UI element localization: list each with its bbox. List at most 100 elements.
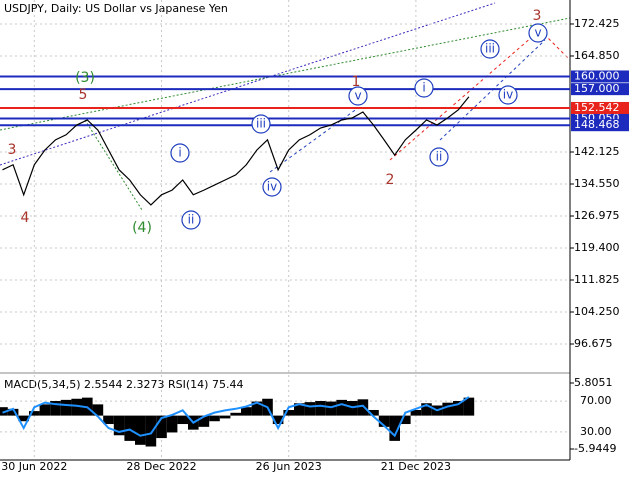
- wave-label: 1: [352, 74, 361, 90]
- macd-bar: [347, 401, 358, 416]
- macd-tick-label: 5.8051: [574, 376, 613, 389]
- wave-label: 3: [533, 8, 542, 24]
- macd-bar: [29, 411, 40, 416]
- macd-bar: [92, 404, 104, 416]
- macd-bar: [283, 409, 294, 416]
- chart-title: USDJPY, Daily: US Dollar vs Japanese Yen: [4, 2, 228, 15]
- macd-bar: [241, 407, 252, 416]
- macd-bar: [378, 415, 390, 427]
- rsi-tick-label: 30.00: [580, 425, 612, 438]
- macd-bar: [198, 415, 210, 427]
- wave-label: iv: [267, 180, 277, 194]
- macd-bar: [357, 399, 369, 416]
- wave-label: 4: [21, 210, 30, 226]
- rsi-tick-label: 70.00: [580, 394, 612, 407]
- macd-bar: [145, 415, 157, 447]
- wave-label: iv: [503, 88, 513, 102]
- wave-label: (3): [75, 70, 95, 86]
- level-label-box: [571, 119, 629, 132]
- macd-bar: [209, 415, 220, 422]
- wave-circle: [480, 39, 500, 59]
- x-tick-label: 21 Dec 2023: [381, 460, 451, 473]
- wave-circle: [251, 114, 271, 134]
- macd-bar: [251, 401, 263, 416]
- level-label: 152.542: [574, 101, 620, 114]
- macd-bar: [156, 415, 167, 439]
- indicator-title: MACD(5,34,5) 2.5544 2.3273 RSI(14) 75.44: [4, 378, 243, 391]
- x-tick-label: 30 Jun 2022: [1, 460, 67, 473]
- macd-bar: [336, 399, 347, 416]
- macd-bar: [304, 402, 316, 416]
- macd-bar: [166, 415, 178, 433]
- price-line: [2, 96, 470, 206]
- y-tick-label: 164.850: [574, 49, 620, 62]
- macd-bar: [230, 412, 241, 416]
- level-label-box: [571, 101, 629, 114]
- macd-bar: [315, 401, 326, 416]
- macd-bar: [135, 415, 146, 445]
- y-tick-label: 111.825: [574, 273, 620, 286]
- plot-background: [0, 0, 570, 460]
- y-tick-label: 126.975: [574, 209, 620, 222]
- level-label-box: [571, 70, 629, 83]
- macd-bar: [389, 415, 400, 441]
- y-tick-label: 142.125: [574, 145, 620, 158]
- wave-circle: [414, 78, 434, 98]
- wave-label: i: [422, 81, 425, 95]
- macd-bar: [410, 409, 422, 416]
- level-label: 157.000: [574, 82, 620, 95]
- y-tick-label: 104.250: [574, 305, 620, 318]
- level-label: 148.468: [574, 118, 620, 131]
- macd-bar: [113, 415, 125, 436]
- macd-bar: [442, 402, 453, 416]
- wave-label: iii: [485, 42, 495, 56]
- macd-tick-label: -5.9449: [574, 442, 616, 455]
- wave-label: 2: [386, 172, 395, 188]
- trend-line: [84, 119, 143, 211]
- macd-bar: [71, 398, 82, 416]
- macd-bar: [272, 415, 284, 425]
- macd-bar: [463, 397, 475, 416]
- macd-bar: [103, 415, 114, 425]
- macd-bar: [453, 401, 464, 416]
- y-tick-label: 96.675: [574, 337, 613, 350]
- wave-circle: [170, 143, 190, 163]
- macd-bar: [50, 401, 61, 416]
- wave-circle: [498, 85, 518, 105]
- macd-bar: [368, 409, 379, 416]
- macd-bar: [177, 415, 188, 425]
- macd-bar: [124, 415, 135, 441]
- wave-label: v: [534, 26, 541, 40]
- macd-bar: [60, 399, 72, 416]
- macd-bar: [219, 415, 231, 419]
- wave-label: (4): [132, 220, 152, 236]
- wave-label: ii: [188, 213, 195, 227]
- wave-circle: [429, 147, 449, 167]
- wave-circle: [528, 23, 548, 43]
- trend-line: [0, 2, 496, 166]
- wave-label: ii: [436, 150, 443, 164]
- x-tick-label: 28 Dec 2022: [126, 460, 196, 473]
- level-label: 160.000: [574, 69, 620, 82]
- level-label-box: [571, 83, 629, 96]
- trend-line: [0, 17, 571, 131]
- wave-label: i: [178, 146, 181, 160]
- rsi-line: [2, 396, 470, 438]
- y-tick-label: 119.400: [574, 241, 620, 254]
- wave-circle: [262, 177, 282, 197]
- macd-bar: [7, 408, 19, 416]
- macd-bar: [400, 415, 411, 425]
- wave-circle: [348, 86, 368, 106]
- wave-circle: [181, 210, 201, 230]
- macd-bar: [294, 403, 305, 416]
- macd-bar: [39, 404, 51, 416]
- y-tick-label: 172.425: [574, 17, 620, 30]
- wave-label: iii: [256, 117, 266, 131]
- wave-label: 5: [79, 87, 88, 103]
- macd-bar: [421, 403, 432, 416]
- x-tick-label: 26 Jun 2023: [256, 460, 322, 473]
- wave-label: 3: [8, 142, 17, 158]
- macd-bar: [18, 415, 29, 422]
- macd-bar: [325, 401, 337, 416]
